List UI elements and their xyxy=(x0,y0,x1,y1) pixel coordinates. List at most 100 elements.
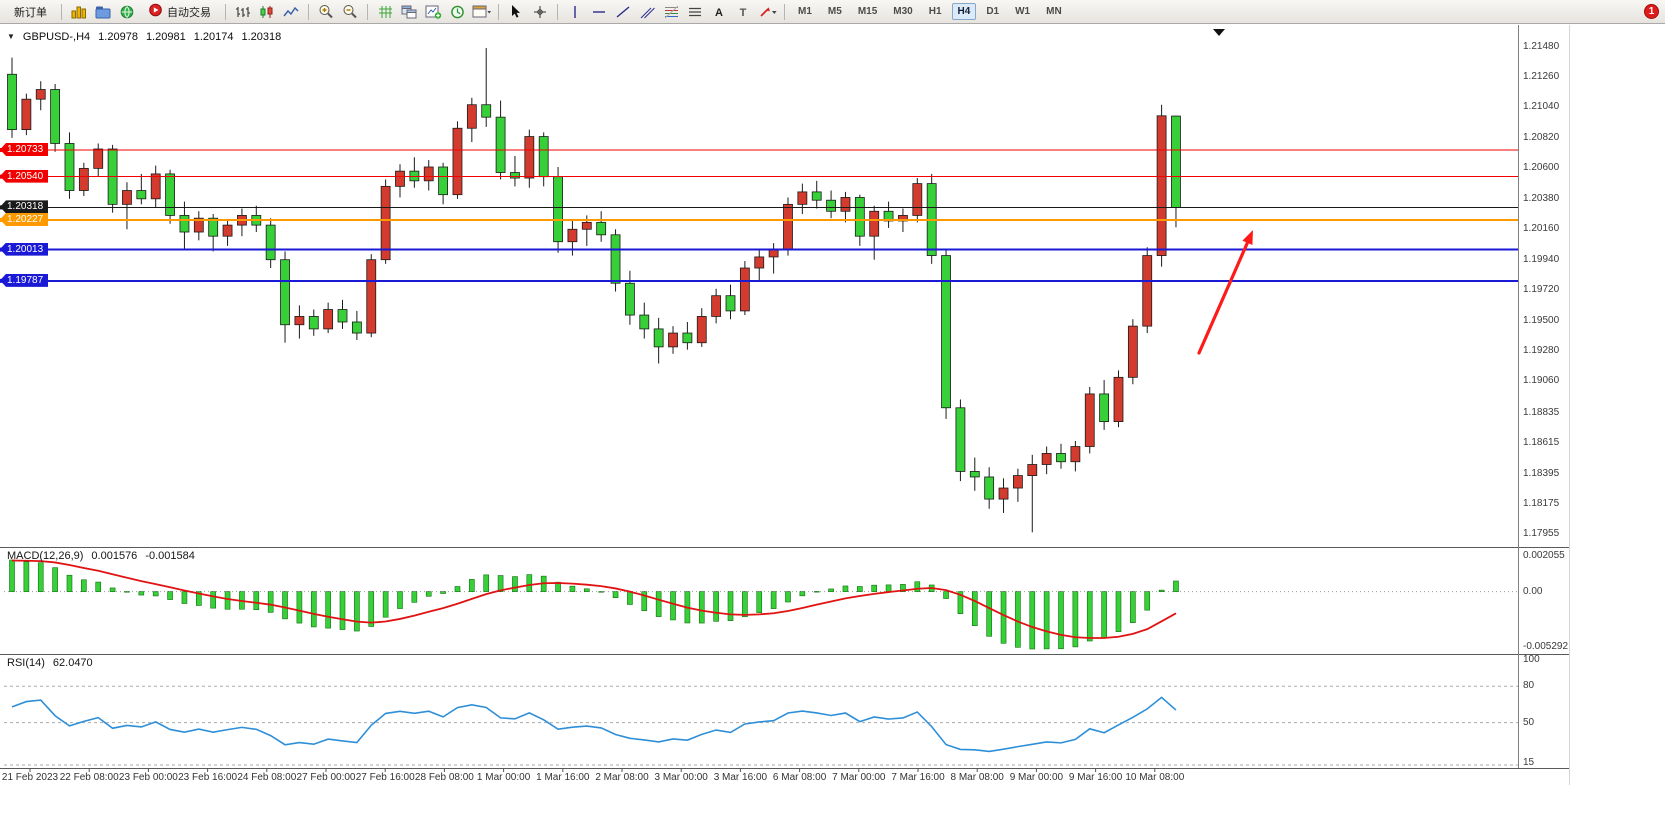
tile-windows-icon[interactable] xyxy=(398,2,420,21)
timeframe-button-h1[interactable]: H1 xyxy=(928,6,942,17)
charts-icon[interactable] xyxy=(68,2,90,21)
macd-histogram-bar xyxy=(986,591,992,637)
timeframe-button-m5[interactable]: M5 xyxy=(827,6,842,17)
rsi-axis-label: 15 xyxy=(1523,757,1535,768)
price-axis-label: 1.20600 xyxy=(1523,162,1560,174)
candle-body xyxy=(136,190,147,200)
zoom-in-icon[interactable] xyxy=(315,2,337,21)
rsi-name: RSI(14) xyxy=(7,657,45,669)
annotation-arrow[interactable] xyxy=(1197,230,1253,355)
candle-body xyxy=(1027,464,1038,476)
time-axis-ticks xyxy=(29,768,1156,772)
price-axis-label: 1.21040 xyxy=(1523,101,1560,113)
svg-text:A: A xyxy=(715,7,723,19)
price-axis-label: 1.19280 xyxy=(1523,345,1560,357)
arrows-icon[interactable] xyxy=(756,2,778,21)
macd-histogram-bar xyxy=(95,581,102,592)
timeframe-button-d1[interactable]: D1 xyxy=(986,6,1000,17)
hlevels-icon[interactable] xyxy=(684,2,706,21)
macd-signal-value: -0.001584 xyxy=(145,550,195,562)
candle-body xyxy=(265,224,276,261)
candle-body xyxy=(35,89,46,100)
macd-histogram-bar xyxy=(670,591,676,621)
macd-histogram-bar xyxy=(813,591,820,593)
macd-name: MACD(12,26,9) xyxy=(7,550,84,562)
macd-histogram-bar xyxy=(382,591,389,618)
candlestick-icon[interactable] xyxy=(256,2,278,21)
timeframe-button-m15[interactable]: M15 xyxy=(857,6,878,17)
time-axis-label: 23 Feb 16:00 xyxy=(178,772,238,783)
timeframe-button-h4[interactable]: H4 xyxy=(951,3,977,20)
time-axis-label: 27 Feb 16:00 xyxy=(355,772,415,783)
time-axis-label: 23 Feb 00:00 xyxy=(118,772,178,783)
macd-histogram-bar xyxy=(885,584,892,592)
rsi-line xyxy=(11,696,1177,753)
svg-text:T: T xyxy=(740,7,747,19)
timeframe-button-m1[interactable]: M1 xyxy=(798,6,812,17)
candle-body xyxy=(165,173,175,216)
time-axis-label: 3 Mar 00:00 xyxy=(654,772,708,783)
barchart-icon[interactable] xyxy=(232,2,254,21)
candle-body xyxy=(653,328,664,348)
new-chart-icon[interactable] xyxy=(422,2,444,21)
chart-shift-marker-icon[interactable] xyxy=(1213,29,1225,36)
candle-body xyxy=(222,224,233,237)
candle-body xyxy=(294,316,305,326)
candle-body xyxy=(1171,115,1181,208)
profiles-icon[interactable] xyxy=(92,2,114,21)
candle-body xyxy=(7,73,17,131)
periodicity-icon[interactable] xyxy=(446,2,468,21)
macd-histogram-bar xyxy=(253,591,260,611)
timeframe-button-mn[interactable]: MN xyxy=(1046,6,1062,17)
candle-body xyxy=(1070,446,1081,463)
rsi-axis-label: 100 xyxy=(1523,654,1540,665)
macd-panel[interactable] xyxy=(4,559,1518,650)
macd-histogram-bar xyxy=(368,591,375,627)
vline-icon[interactable] xyxy=(564,2,586,21)
candle-body xyxy=(50,89,61,144)
candle-body xyxy=(366,259,377,334)
rsi-panel[interactable] xyxy=(4,685,1518,766)
grid-icon[interactable] xyxy=(374,2,396,21)
text-icon[interactable]: A xyxy=(708,2,730,21)
timeframe-button-m30[interactable]: M30 xyxy=(893,6,913,17)
hline-icon[interactable] xyxy=(588,2,610,21)
macd-histogram-bar xyxy=(727,591,734,621)
autotrading-button[interactable]: 自动交易 xyxy=(140,0,219,23)
time-axis-label: 6 Mar 08:00 xyxy=(772,772,827,783)
zoom-out-icon[interactable] xyxy=(339,2,361,21)
macd-histogram-bar xyxy=(900,584,906,592)
toolbar-separator xyxy=(61,3,62,20)
price-tag: 1.20013 xyxy=(0,242,48,256)
macd-histogram-bar xyxy=(354,591,360,632)
new-order-button[interactable]: 新订单 xyxy=(14,6,47,19)
macd-histogram-bar xyxy=(497,575,504,592)
candle-body xyxy=(1127,325,1138,378)
macd-histogram-bar xyxy=(957,591,964,614)
linechart-icon[interactable] xyxy=(280,2,302,21)
notification-badge[interactable]: 1 xyxy=(1644,4,1659,19)
templates-icon[interactable] xyxy=(470,2,492,21)
price-axis-label: 1.19720 xyxy=(1523,284,1560,296)
candle-body xyxy=(912,183,923,216)
chart-dropdown-icon[interactable]: ▼ xyxy=(7,32,15,41)
candle-body xyxy=(682,332,693,344)
marketwatch-icon[interactable] xyxy=(116,2,138,21)
macd-main-value: 0.001576 xyxy=(91,550,138,562)
time-axis-label: 2 Mar 08:00 xyxy=(595,772,649,783)
timeframe-button-w1[interactable]: W1 xyxy=(1015,6,1031,17)
candle-body xyxy=(955,407,966,472)
fibonacci-icon[interactable] xyxy=(660,2,682,21)
channel-icon[interactable] xyxy=(636,2,658,21)
crosshair-icon[interactable] xyxy=(529,2,551,21)
trendline-icon[interactable] xyxy=(612,2,634,21)
cursor-icon[interactable] xyxy=(505,2,527,21)
candle-body xyxy=(1113,376,1124,423)
label-icon[interactable]: T xyxy=(732,2,754,21)
time-axis-label: 7 Mar 00:00 xyxy=(832,772,886,783)
time-axis-label: 1 Mar 00:00 xyxy=(476,772,531,783)
candle-body xyxy=(869,210,880,237)
candle-body xyxy=(840,197,851,212)
macd-histogram-bar xyxy=(52,567,58,592)
